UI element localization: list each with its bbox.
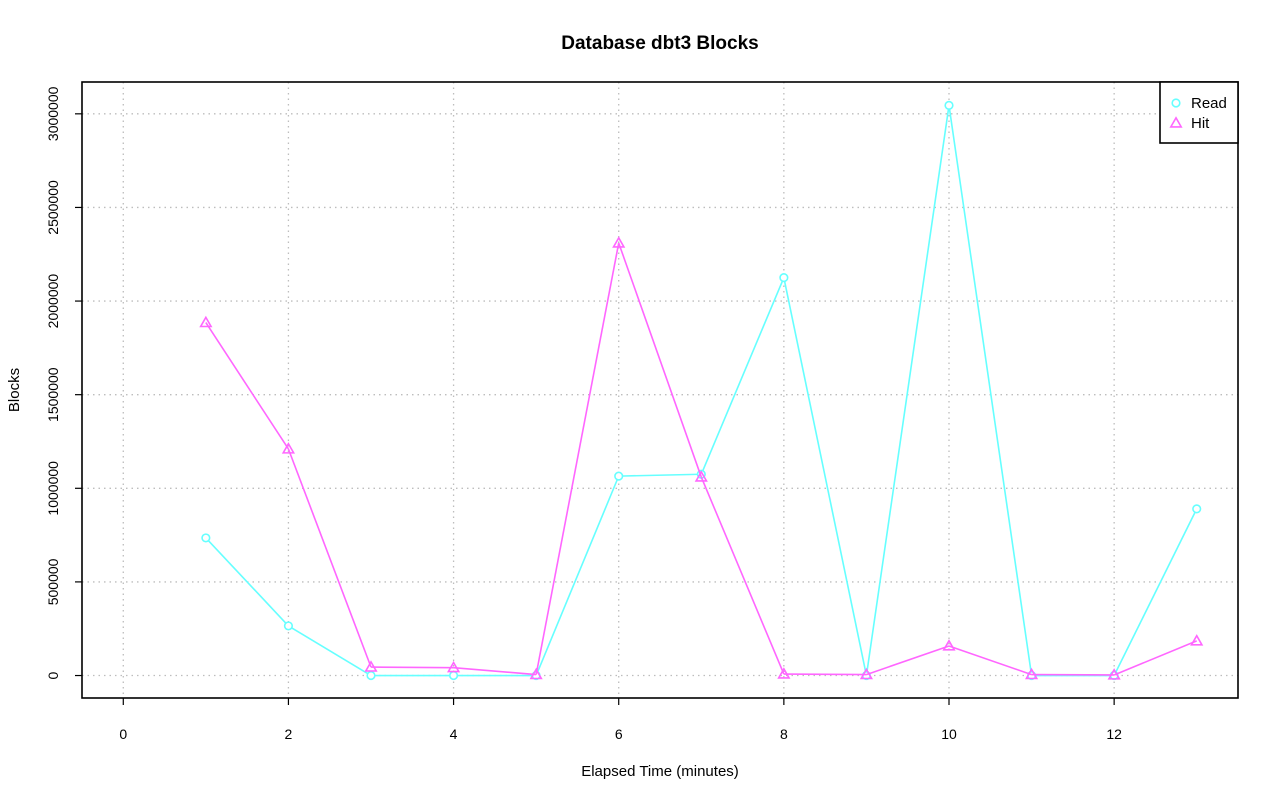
legend-item-hit: Hit	[1169, 115, 1210, 132]
y-axis: 0 500000 1000000 1500000 2000000 2500000 30000…	[45, 86, 82, 679]
y-tick-label: 1000000	[45, 461, 61, 516]
data-point	[529, 667, 543, 680]
x-tick-label: 8	[780, 726, 788, 742]
x-tick-label: 0	[119, 726, 127, 742]
data-point	[1024, 667, 1039, 680]
data-point	[1171, 98, 1181, 108]
x-tick-label: 12	[1106, 726, 1122, 742]
data-point	[1169, 116, 1183, 128]
x-tick-label: 10	[941, 726, 957, 742]
series-segment	[700, 476, 785, 675]
x-tick-label: 6	[615, 726, 623, 742]
series-layer	[199, 100, 1204, 681]
data-point	[281, 442, 296, 454]
legend: Read Hit	[1159, 81, 1239, 144]
series-segment	[866, 645, 950, 676]
series-hit	[199, 236, 1204, 680]
series-segment	[1113, 508, 1198, 676]
series-segment	[783, 277, 868, 676]
data-point	[1107, 668, 1121, 680]
series-segment	[288, 625, 372, 677]
grid	[82, 82, 1238, 698]
data-point	[448, 670, 459, 681]
plot-frame	[81, 81, 1239, 699]
y-tick-label: 1500000	[45, 367, 61, 422]
series-segment	[205, 537, 290, 627]
legend-box	[1159, 81, 1239, 144]
series-segment	[618, 473, 702, 477]
y-tick-label: 0	[45, 671, 61, 679]
data-point	[942, 639, 956, 651]
data-point	[1190, 634, 1204, 646]
data-point	[366, 670, 376, 681]
series-segment	[535, 475, 620, 676]
y-tick-label: 500000	[45, 558, 61, 605]
chart-title: Database dbt3 Blocks	[561, 33, 758, 54]
y-axis-label: Blocks	[6, 368, 23, 412]
series-segment	[453, 666, 537, 676]
data-point	[612, 236, 626, 248]
y-tick-label: 3000000	[45, 86, 61, 141]
data-point	[859, 667, 874, 680]
data-point	[779, 273, 789, 283]
legend-item-read: Read	[1171, 95, 1227, 112]
data-point	[944, 100, 954, 111]
y-tick-label: 2000000	[45, 274, 61, 329]
data-point	[777, 667, 791, 679]
series-segment	[948, 645, 1032, 676]
data-point	[446, 660, 461, 673]
data-point	[614, 471, 624, 481]
series-read	[201, 100, 1202, 681]
series-segment	[783, 673, 867, 676]
series-segment	[700, 277, 785, 475]
series-segment	[948, 105, 1033, 676]
x-tick-label: 2	[285, 726, 293, 742]
data-point	[283, 621, 294, 631]
data-point	[199, 315, 213, 328]
series-segment	[865, 105, 950, 676]
data-point	[201, 533, 211, 543]
series-segment	[1113, 640, 1198, 676]
data-point	[364, 660, 378, 672]
legend-label: Hit	[1191, 115, 1210, 132]
series-segment	[370, 666, 454, 669]
series-segment	[287, 448, 372, 668]
data-point	[694, 470, 708, 482]
series-segment	[617, 242, 703, 478]
series-segment	[535, 242, 620, 675]
legend-label: Read	[1191, 95, 1227, 112]
x-tick-label: 4	[450, 726, 458, 742]
series-segment	[205, 322, 290, 450]
x-axis-label: Elapsed Time (minutes)	[581, 763, 739, 780]
y-tick-label: 2500000	[45, 180, 61, 235]
data-point	[1192, 504, 1202, 514]
x-axis: 0 2 4 6 8 10 12	[119, 698, 1122, 742]
